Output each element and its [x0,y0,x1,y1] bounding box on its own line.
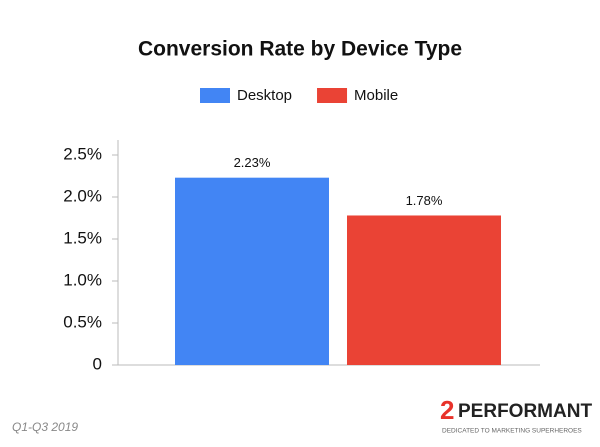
y-tick-label: 1.5% [63,228,102,247]
legend-label: Mobile [354,87,398,104]
bar [347,215,501,365]
bar [175,177,329,365]
y-tick-label: 0.5% [63,312,102,331]
value-label: 1.78% [406,193,443,208]
legend-swatch [200,88,230,103]
y-tick-label: 0 [93,354,102,373]
legend-swatch [317,88,348,103]
y-tick-label: 1.0% [63,270,102,289]
y-tick-label: 2.0% [63,186,102,205]
logo: 2 PERFORMANT DEDICATED TO MARKETING SUPE… [440,395,592,435]
chart-title: Conversion Rate by Device Type [138,38,462,61]
logo-name: PERFORMANT [458,401,592,422]
logo-mark: 2 [440,395,454,425]
note: Q1-Q3 2019 [12,420,78,434]
logo-tagline: DEDICATED TO MARKETING SUPERHEROES [442,428,582,435]
legend-label: Desktop [237,87,292,104]
y-tick-label: 2.5% [63,144,102,163]
value-label: 2.23% [234,155,271,170]
